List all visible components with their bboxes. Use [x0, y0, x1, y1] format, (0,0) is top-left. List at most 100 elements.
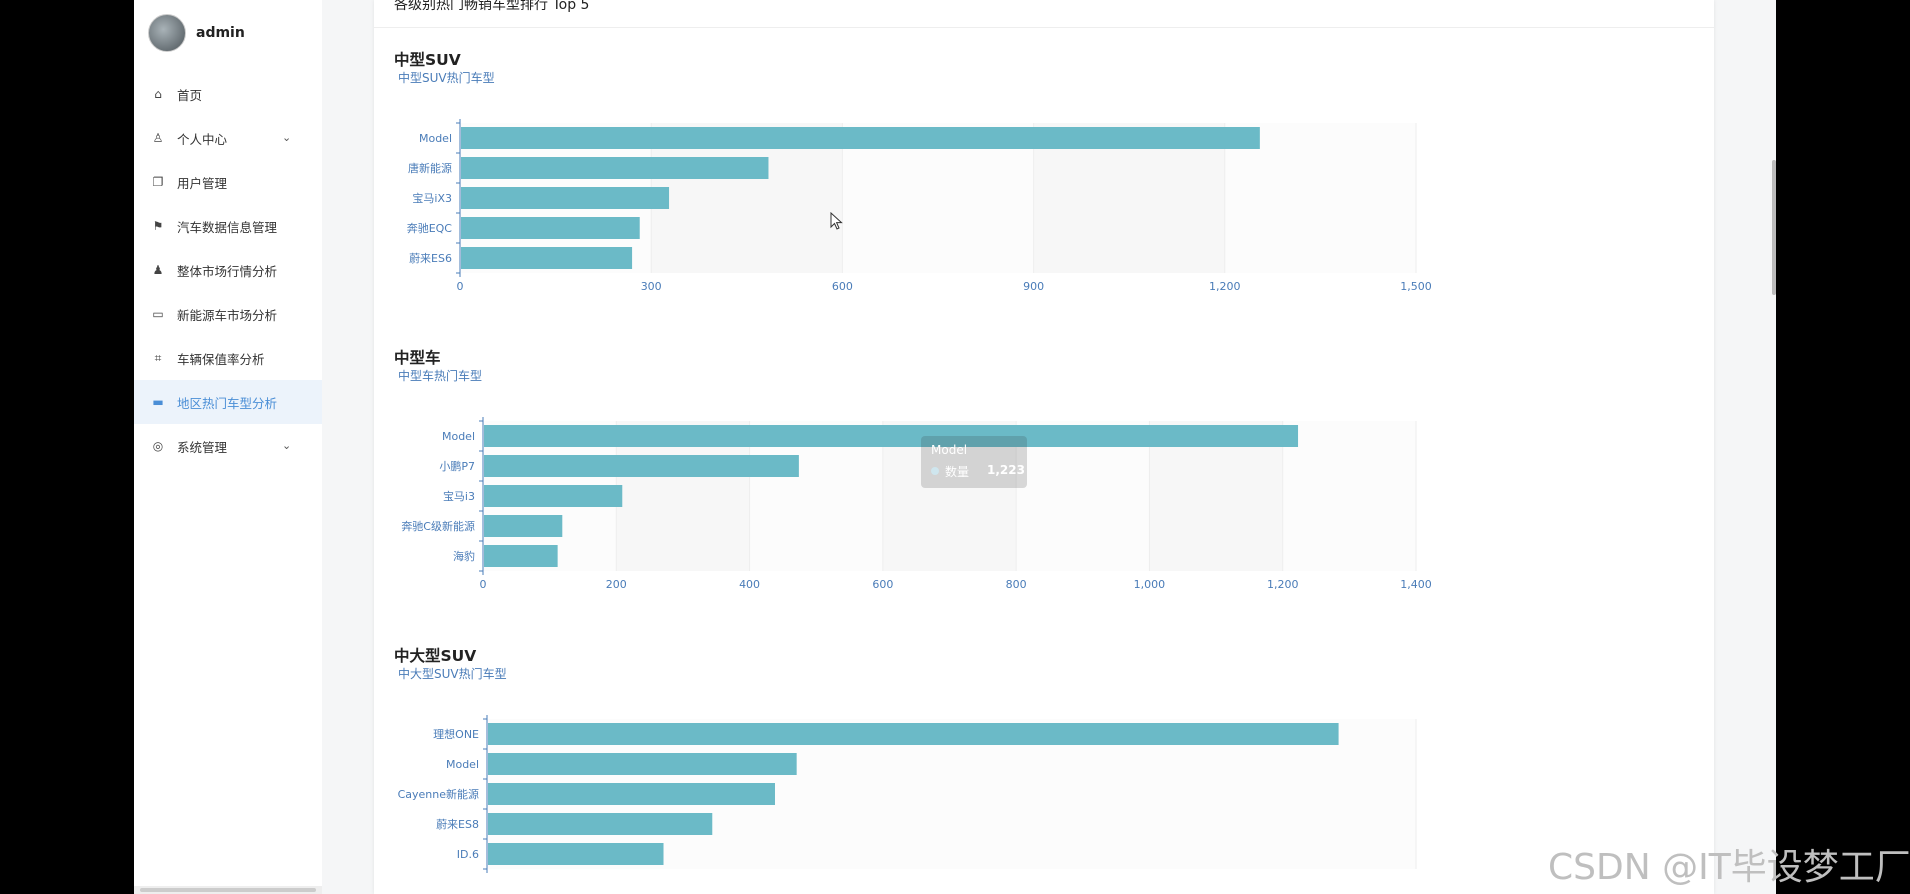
y-tick-label: 奔驰EQC — [407, 221, 453, 235]
bar[interactable] — [461, 247, 633, 269]
tooltip-value: 1,223 — [987, 463, 1025, 477]
copy-icon: ❐ — [152, 175, 164, 189]
sidebar-item-4[interactable]: ♟ 整体市场行情分析 — [134, 248, 322, 292]
bar[interactable] — [488, 753, 797, 775]
y-tick-label: 宝马i3 — [443, 489, 475, 503]
sidebar-item-label: 新能源车市场分析 — [177, 307, 278, 323]
crop-icon: ⌗ — [154, 350, 162, 365]
chevron-down-icon[interactable]: ⌄ — [282, 439, 292, 452]
bar[interactable] — [484, 485, 623, 507]
bar[interactable] — [461, 127, 1260, 149]
sidebar-item-label: 车辆保值率分析 — [177, 351, 265, 367]
sidebar-item-5[interactable]: ▭ 新能源车市场分析 — [134, 292, 322, 336]
x-tick-label: 0 — [480, 578, 487, 591]
y-tick-label: ID.6 — [457, 848, 479, 861]
user-profile[interactable]: admin — [148, 14, 245, 52]
bar[interactable] — [484, 545, 558, 567]
app-window: admin ⌂ 首页 ♙ 个人中心 ⌄ ❐ 用户管理 ⚑ 汽车数据信息管理 ♟ 整体市场行情分析 ▭ 新… — [134, 0, 1776, 894]
username: admin — [196, 25, 245, 41]
y-tick-label: Model — [446, 758, 479, 771]
sidebar-scrollbar[interactable] — [134, 886, 322, 894]
sidebar-item-label: 整体市场行情分析 — [177, 263, 278, 279]
sidebar-item-8[interactable]: ◎ 系统管理 ⌄ — [134, 424, 322, 468]
tooltip-label: 数量 — [945, 465, 970, 479]
flag-icon: ⚑ — [152, 219, 164, 233]
home-icon: ⌂ — [154, 87, 162, 101]
y-tick-label: 奔驰C级新能源 — [401, 519, 475, 533]
y-tick-label: 海豹 — [453, 549, 475, 563]
chart-panel: 各级别热门畅销车型排行 Top 5 中型SUV 中型SUV热门车型 Model 唐… — [374, 0, 1714, 894]
user-icon: ♙ — [152, 131, 164, 145]
mouse-cursor-icon — [830, 212, 843, 230]
bar[interactable] — [484, 515, 563, 537]
bar[interactable] — [461, 187, 670, 209]
bar[interactable] — [484, 425, 1299, 447]
chart-mid-car: 中型车 中型车热门车型 Model 小鹏P7 宝马i3 奔驰C级新能源海豹 0 200 40… — [374, 346, 1714, 636]
chart-subtitle: 中型SUV热门车型 — [398, 71, 495, 85]
chart-subtitle: 中大型SUV热门车型 — [398, 667, 507, 681]
chart-title: 中大型SUV — [394, 647, 477, 665]
sidebar-item-1[interactable]: ♙ 个人中心 ⌄ — [134, 116, 322, 160]
page-scrollbar[interactable] — [1772, 0, 1776, 894]
y-tick-label: Cayenne新能源 — [398, 787, 479, 801]
sidebar-item-7[interactable]: ▬ 地区热门车型分析 — [134, 380, 322, 424]
tooltip-marker-icon — [931, 467, 939, 475]
sidebar-item-0[interactable]: ⌂ 首页 — [134, 72, 322, 116]
sidebar-item-label: 系统管理 — [177, 439, 228, 455]
y-tick-label: 小鹏P7 — [439, 460, 475, 473]
sidebar-item-2[interactable]: ❐ 用户管理 — [134, 160, 322, 204]
x-tick-label: 0 — [457, 280, 464, 293]
panel-divider — [374, 27, 1714, 28]
sidebar-item-3[interactable]: ⚑ 汽车数据信息管理 — [134, 204, 322, 248]
sidebar: admin ⌂ 首页 ♙ 个人中心 ⌄ ❐ 用户管理 ⚑ 汽车数据信息管理 ♟ 整体市场行情分析 ▭ 新… — [134, 0, 323, 894]
bar[interactable] — [488, 723, 1339, 745]
sidebar-item-label: 个人中心 — [177, 131, 228, 147]
split-area — [1282, 421, 1416, 571]
x-tick-label: 1,000 — [1134, 578, 1166, 591]
person-icon: ♟ — [152, 263, 164, 277]
settings-icon: ◎ — [152, 439, 164, 453]
sidebar-scrollbar-thumb[interactable] — [140, 888, 316, 892]
x-tick-label: 1,500 — [1400, 280, 1432, 293]
sidebar-menu: ⌂ 首页 ♙ 个人中心 ⌄ ❐ 用户管理 ⚑ 汽车数据信息管理 ♟ 整体市场行情分析 ▭ 新能源车市场分… — [134, 72, 322, 468]
x-tick-label: 600 — [832, 280, 853, 293]
bar[interactable] — [461, 217, 640, 239]
chart-tooltip: Model 数量 1,223 — [921, 436, 1027, 488]
sidebar-item-label: 用户管理 — [177, 175, 228, 191]
bar[interactable] — [461, 157, 769, 179]
x-tick-label: 1,200 — [1267, 578, 1299, 591]
chart-subtitle: 中型车热门车型 — [398, 369, 483, 383]
y-tick-label: 唐新能源 — [408, 161, 452, 175]
chevron-down-icon[interactable]: ⌄ — [282, 131, 292, 144]
x-tick-label: 1,200 — [1209, 280, 1241, 293]
bar[interactable] — [488, 783, 775, 805]
x-tick-label: 900 — [1023, 280, 1044, 293]
y-tick-label: Model — [419, 132, 452, 145]
bar[interactable] — [484, 455, 799, 477]
chart-title: 中型SUV — [394, 51, 461, 69]
sidebar-item-label: 首页 — [177, 87, 203, 103]
y-tick-label: Model — [442, 430, 475, 443]
chart-mid-suv: 中型SUV 中型SUV热门车型 Model 唐新能源宝马iX3 奔驰EQC 蔚来ES6… — [374, 48, 1714, 338]
avatar[interactable] — [148, 14, 186, 52]
watermark: CSDN @IT毕设梦工厂 — [1548, 847, 1910, 888]
x-tick-label: 300 — [641, 280, 662, 293]
y-tick-label: 蔚来ES6 — [409, 252, 452, 265]
page-scrollbar-thumb[interactable] — [1772, 160, 1776, 295]
panel-title: 各级别热门畅销车型排行 Top 5 — [394, 0, 590, 13]
y-tick-label: 理想ONE — [433, 727, 479, 741]
bar[interactable] — [488, 843, 664, 865]
chart-mid-large-suv: 中大型SUV 中大型SUV热门车型 理想ONE Model Cayenne新能源蔚来… — [374, 644, 1714, 894]
y-tick-label: 蔚来ES8 — [436, 818, 479, 831]
x-tick-label: 200 — [606, 578, 627, 591]
x-tick-label: 400 — [739, 578, 760, 591]
chart-title: 中型车 — [394, 349, 441, 367]
bar[interactable] — [488, 813, 713, 835]
sidebar-item-6[interactable]: ⌗ 车辆保值率分析 — [134, 336, 322, 380]
monitor-icon: ▬ — [152, 395, 164, 409]
x-tick-label: 1,400 — [1400, 578, 1432, 591]
y-tick-label: 宝马iX3 — [412, 191, 452, 205]
